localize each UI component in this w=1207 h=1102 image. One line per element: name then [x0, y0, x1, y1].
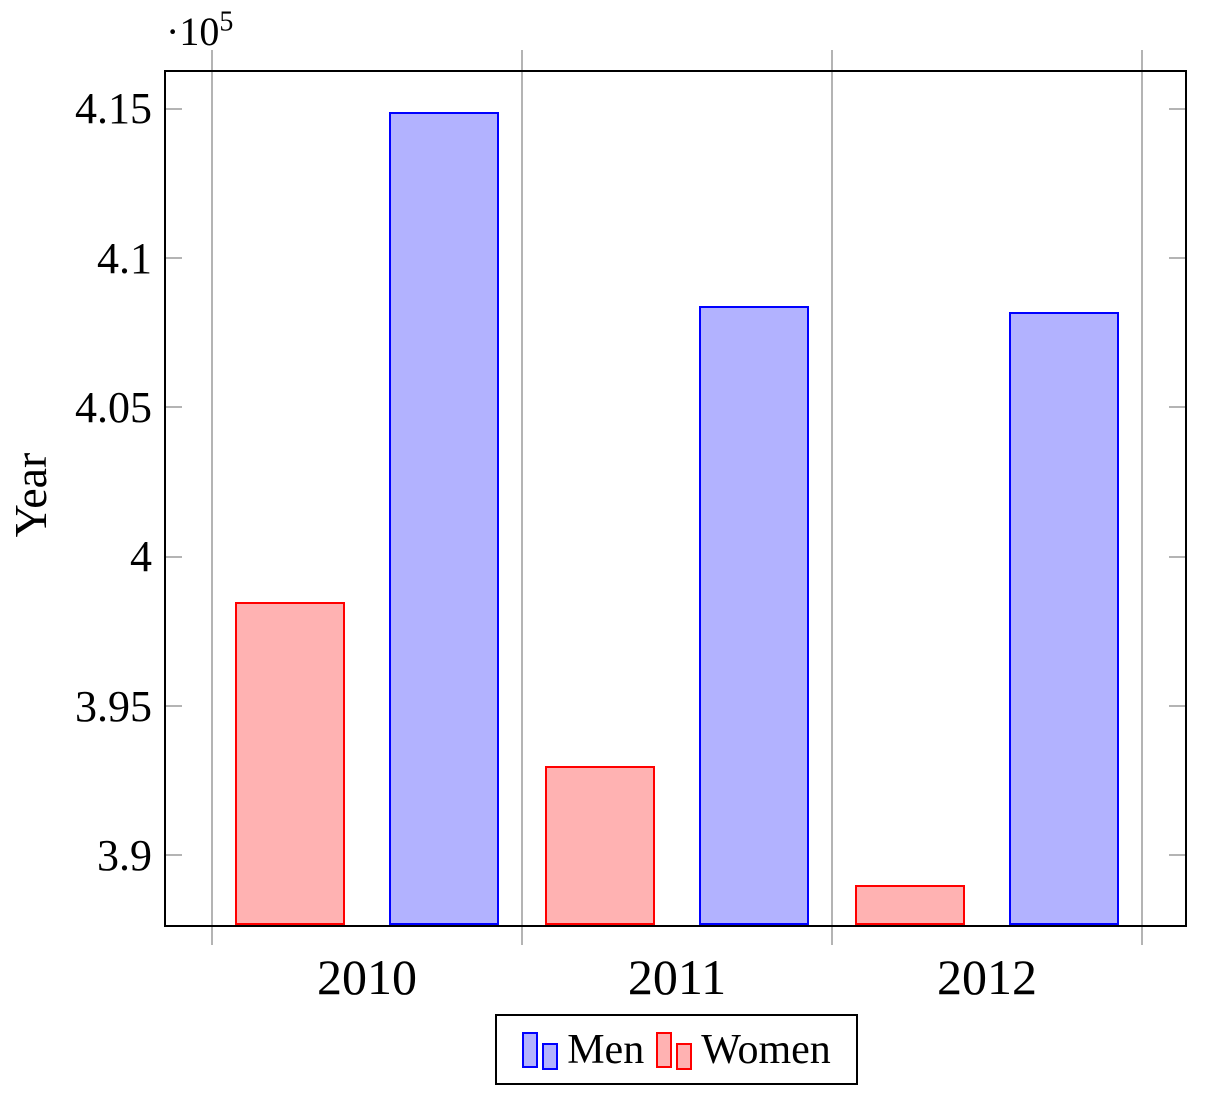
- bar-men-2011: [699, 305, 809, 925]
- y-tick-label: 4: [130, 532, 152, 582]
- bar-men-2010: [389, 111, 499, 925]
- y-tick-mark-right: [1169, 406, 1185, 409]
- y-tick-mark-right: [1169, 107, 1185, 110]
- y-tick-mark-left: [166, 705, 182, 708]
- bar-women-2010: [235, 601, 345, 925]
- y-tick-mark-left: [166, 854, 182, 857]
- category-boundary-gridline: [1141, 50, 1143, 945]
- y-axis-multiplier-label: ·105: [166, 8, 233, 55]
- multiplier-dot: ·: [166, 9, 180, 54]
- women-bar-swatch-small-icon: [676, 1042, 693, 1070]
- y-tick-mark-left: [166, 107, 182, 110]
- men-bar-swatch-small-icon: [542, 1042, 559, 1070]
- y-tick-label: 4.15: [75, 84, 152, 134]
- x-tick-label: 2012: [937, 949, 1037, 1005]
- category-boundary-gridline: [831, 50, 833, 945]
- category-boundary-gridline: [521, 50, 523, 945]
- y-tick-mark-right: [1169, 257, 1185, 260]
- legend-marker-women: [656, 1031, 693, 1070]
- men-bar-swatch-icon: [522, 1031, 539, 1068]
- bar-men-2012: [1009, 311, 1119, 925]
- y-tick-mark-left: [166, 555, 182, 558]
- y-tick-mark-left: [166, 406, 182, 409]
- y-tick-label: 4.05: [75, 382, 152, 432]
- x-tick-label: 2011: [627, 949, 727, 1005]
- y-tick-mark-right: [1169, 854, 1185, 857]
- category-boundary-gridline: [211, 50, 213, 945]
- y-tick-label: 4.1: [97, 233, 152, 283]
- bar-women-2012: [855, 885, 965, 925]
- multiplier-exponent: 5: [219, 6, 234, 38]
- legend-marker-men: [522, 1031, 559, 1070]
- y-tick-label: 3.95: [75, 681, 152, 731]
- y-tick-mark-right: [1169, 705, 1185, 708]
- y-tick-mark-left: [166, 257, 182, 260]
- x-tick-label: 2010: [317, 949, 417, 1005]
- multiplier-base: 10: [179, 9, 220, 54]
- legend: Men Women: [495, 1014, 858, 1085]
- legend-label-women: Women: [701, 1026, 831, 1073]
- y-tick-label: 3.9: [97, 830, 152, 880]
- y-tick-mark-right: [1169, 555, 1185, 558]
- legend-label-men: Men: [567, 1026, 645, 1073]
- women-bar-swatch-icon: [656, 1031, 673, 1068]
- bar-women-2011: [545, 765, 655, 925]
